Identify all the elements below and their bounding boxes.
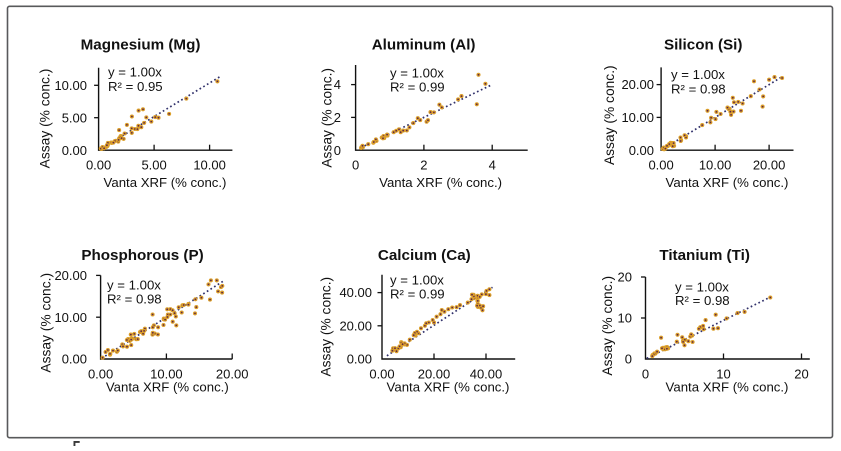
svg-text:y = 1.00x: y = 1.00x <box>108 65 162 80</box>
svg-text:Vanta XRF (% conc.): Vanta XRF (% conc.) <box>379 175 502 190</box>
svg-text:Assay (% conc.): Assay (% conc.) <box>38 69 53 169</box>
svg-text:y = 1.00x: y = 1.00x <box>107 277 161 292</box>
svg-text:0.00: 0.00 <box>62 352 87 367</box>
svg-text:0: 0 <box>625 352 632 367</box>
svg-text:20.00: 20.00 <box>418 366 451 381</box>
svg-text:10: 10 <box>716 366 730 381</box>
svg-text:0.00: 0.00 <box>88 366 113 381</box>
svg-text:0: 0 <box>334 143 341 158</box>
svg-text:Assay (% conc.): Assay (% conc.) <box>38 273 53 373</box>
svg-text:Assay (% conc.): Assay (% conc.) <box>600 276 615 376</box>
svg-text:0.00: 0.00 <box>62 143 87 158</box>
svg-text:Vanta XRF (% conc.): Vanta XRF (% conc.) <box>387 380 510 395</box>
svg-text:0.00: 0.00 <box>629 143 654 158</box>
svg-text:20.00: 20.00 <box>54 268 87 283</box>
svg-text:10.00: 10.00 <box>699 158 732 173</box>
svg-text:10.00: 10.00 <box>54 310 87 325</box>
svg-text:y = 1.00x: y = 1.00x <box>390 66 444 81</box>
svg-text:0: 0 <box>642 366 649 381</box>
svg-text:10: 10 <box>618 311 632 326</box>
svg-text:R² = 0.98: R² = 0.98 <box>107 292 162 307</box>
svg-text:20.00: 20.00 <box>753 158 786 173</box>
svg-text:Vanta XRF (% conc.): Vanta XRF (% conc.) <box>104 175 227 190</box>
svg-text:Magnesium (Mg): Magnesium (Mg) <box>81 36 201 53</box>
svg-text:20.00: 20.00 <box>621 77 654 92</box>
svg-text:10.00: 10.00 <box>193 158 226 173</box>
svg-text:R² = 0.98: R² = 0.98 <box>675 293 730 308</box>
svg-text:10.00: 10.00 <box>54 78 87 93</box>
svg-text:0.00: 0.00 <box>648 158 673 173</box>
svg-text:Titanium (Ti): Titanium (Ti) <box>659 247 750 264</box>
svg-text:10.00: 10.00 <box>621 110 654 125</box>
svg-text:R² = 0.95: R² = 0.95 <box>108 79 163 94</box>
svg-text:R² = 0.98: R² = 0.98 <box>671 81 726 96</box>
svg-text:4: 4 <box>489 158 496 173</box>
svg-text:20.00: 20.00 <box>339 318 372 333</box>
svg-text:2: 2 <box>334 110 341 125</box>
svg-text:20: 20 <box>618 270 632 285</box>
svg-text:20.00: 20.00 <box>216 366 249 381</box>
svg-text:Calcium (Ca): Calcium (Ca) <box>378 247 471 264</box>
svg-text:4: 4 <box>334 77 341 92</box>
svg-text:y = 1.00x: y = 1.00x <box>671 67 725 82</box>
svg-text:Vanta XRF (% conc.): Vanta XRF (% conc.) <box>106 380 229 395</box>
svg-text:Vanta XRF (% conc.): Vanta XRF (% conc.) <box>666 175 789 190</box>
svg-text:Aluminum (Al): Aluminum (Al) <box>372 36 476 53</box>
svg-text:y = 1.00x: y = 1.00x <box>390 273 444 288</box>
svg-text:0: 0 <box>352 158 359 173</box>
svg-text:20: 20 <box>794 366 808 381</box>
svg-text:0.00: 0.00 <box>86 158 111 173</box>
svg-text:5.00: 5.00 <box>141 158 166 173</box>
svg-text:40.00: 40.00 <box>339 285 372 300</box>
svg-text:Silicon (Si): Silicon (Si) <box>664 36 742 53</box>
svg-text:Assay (% conc.): Assay (% conc.) <box>602 65 617 165</box>
svg-text:Assay (% conc.): Assay (% conc.) <box>320 68 335 168</box>
svg-text:R² = 0.99: R² = 0.99 <box>390 80 445 95</box>
svg-text:40.00: 40.00 <box>470 366 503 381</box>
svg-text:Phosphorous (P): Phosphorous (P) <box>81 247 203 264</box>
svg-text:Vanta XRF (% conc.): Vanta XRF (% conc.) <box>666 380 789 395</box>
svg-text:5.00: 5.00 <box>62 110 87 125</box>
svg-text:y = 1.00x: y = 1.00x <box>675 279 729 294</box>
svg-text:R² = 0.99: R² = 0.99 <box>390 287 445 302</box>
svg-text:0.00: 0.00 <box>347 352 372 367</box>
svg-text:Assay (% conc.): Assay (% conc.) <box>319 277 334 377</box>
svg-text:10.00: 10.00 <box>150 366 183 381</box>
svg-text:0.00: 0.00 <box>369 366 394 381</box>
svg-text:2: 2 <box>420 158 427 173</box>
